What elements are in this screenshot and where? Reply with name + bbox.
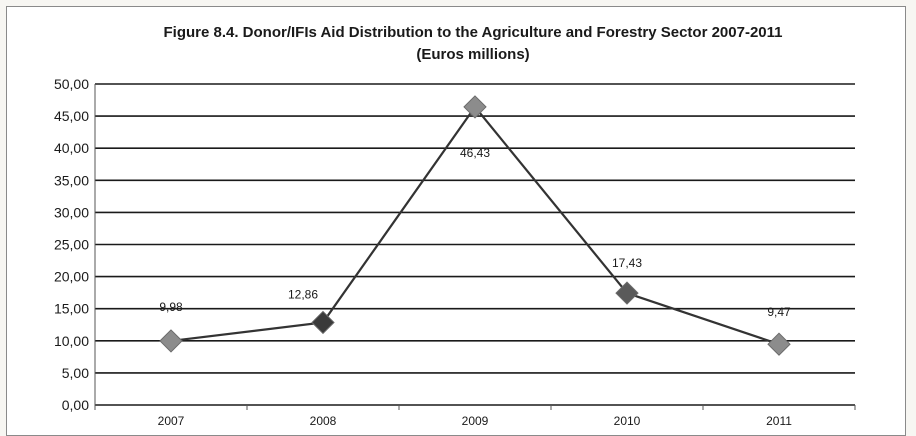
x-tick-label: 2007 xyxy=(158,414,185,426)
y-tick-label: 40,00 xyxy=(54,140,89,156)
y-tick-label: 15,00 xyxy=(54,301,89,317)
y-tick-label: 20,00 xyxy=(54,269,89,285)
data-label: 46,43 xyxy=(460,146,490,160)
data-point-marker xyxy=(311,310,335,335)
chart-frame: Figure 8.4. Donor/IFIs Aid Distribution … xyxy=(6,6,906,436)
chart-subtitle: (Euros millions) xyxy=(416,46,529,63)
y-tick-label: 30,00 xyxy=(54,204,89,220)
data-point-marker xyxy=(463,95,487,119)
data-label: 12,86 xyxy=(288,287,318,301)
data-point-marker xyxy=(767,332,791,356)
y-tick-label: 45,00 xyxy=(54,108,89,124)
x-tick-label: 2008 xyxy=(310,414,337,426)
data-label: 17,43 xyxy=(612,256,642,270)
data-labels: 9,98 12,86 46,43 17,43 9,47 xyxy=(159,146,791,319)
y-tick-label: 35,00 xyxy=(54,172,89,188)
y-tick-label: 0,00 xyxy=(62,397,89,413)
y-tick-label: 25,00 xyxy=(54,237,89,253)
x-tick-label: 2011 xyxy=(766,414,792,426)
y-tick-label: 10,00 xyxy=(54,333,89,349)
x-axis-ticks: 2007 2008 2009 2010 2011 xyxy=(158,414,793,426)
data-label: 9,98 xyxy=(159,300,183,314)
chart-title: Figure 8.4. Donor/IFIs Aid Distribution … xyxy=(163,24,782,41)
line-chart: Figure 8.4. Donor/IFIs Aid Distribution … xyxy=(54,24,856,426)
data-point-marker xyxy=(615,281,639,305)
y-tick-label: 50,00 xyxy=(54,76,89,92)
y-axis-ticks: 0,00 5,00 10,00 15,00 20,00 25,00 30,00 35,00 40… xyxy=(54,76,89,413)
gridlines xyxy=(94,83,856,410)
x-tick-label: 2009 xyxy=(462,414,489,426)
series-markers xyxy=(159,95,791,356)
y-tick-label: 5,00 xyxy=(62,365,89,381)
data-label: 9,47 xyxy=(767,305,791,319)
x-tick-label: 2010 xyxy=(614,414,641,426)
data-point-marker xyxy=(159,329,183,353)
